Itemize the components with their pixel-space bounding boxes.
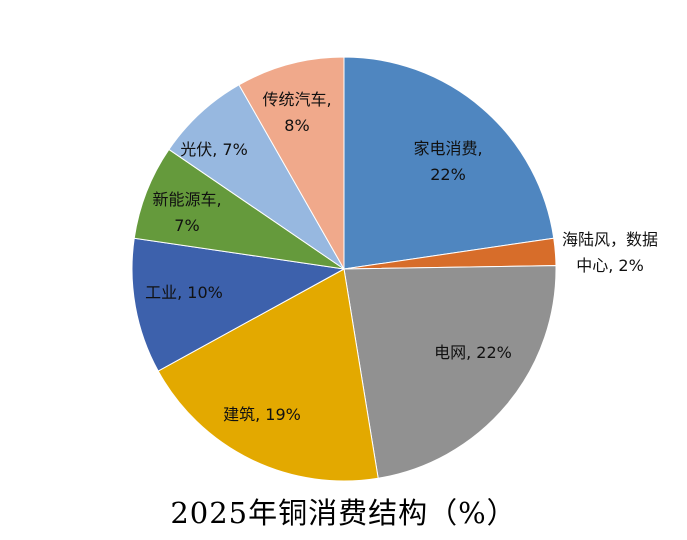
data-label: 电网, 22%: [434, 343, 512, 362]
pie-slice-0: [343, 56, 555, 270]
data-label: 海陆风，数据中心, 2%: [561, 230, 658, 275]
data-label: 新能源车, 7%: [152, 190, 222, 235]
data-label: 家电消费, 22%: [413, 139, 483, 184]
pie-slice-7: [238, 56, 345, 271]
pie-slice-3: [157, 268, 379, 482]
data-label: 光伏, 7%: [180, 140, 248, 159]
data-label: 建筑, 19%: [223, 405, 301, 424]
data-label: 工业, 10%: [145, 283, 223, 302]
pie-slice-4: [131, 237, 346, 372]
data-label: 传统汽车, 8%: [262, 90, 332, 135]
chart-title: 2025年铜消费结构（%）: [170, 496, 517, 530]
pie-slice-2: [343, 265, 557, 479]
